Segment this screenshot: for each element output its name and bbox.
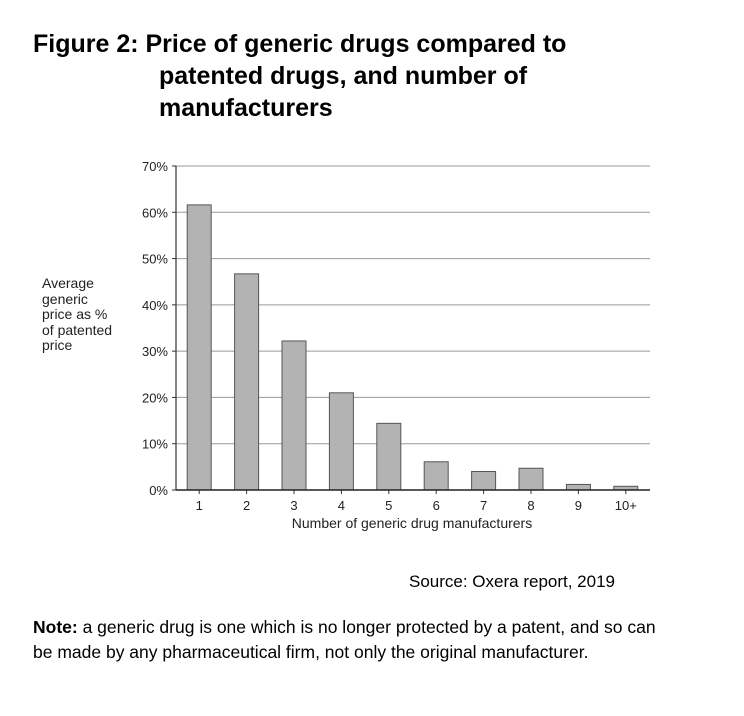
bar [376,422,402,491]
title-line-3: manufacturers [159,94,333,122]
bar [423,461,449,491]
y-tick-label: 20% [142,390,168,405]
x-tick-label: 7 [480,498,487,513]
title-line-2: patented drugs, and number of [159,62,528,90]
bar [234,273,260,491]
y-tick-label: 70% [142,159,168,174]
bar [186,204,212,491]
x-tick-label: 2 [243,498,250,513]
x-tick-label: 10+ [615,498,637,513]
x-axis-label: Number of generic drug manufacturers [292,515,532,531]
bar [518,467,544,491]
y-tick-label: 30% [142,344,168,359]
x-tick-label: 4 [338,498,345,513]
bar [328,392,354,491]
y-tick-label: 50% [142,252,168,267]
y-tick-label: 60% [142,205,168,220]
y-axis-label: Average generic price as % of patented p… [42,275,113,353]
source-text: Source: Oxera report, 2019 [409,572,616,591]
bar [471,470,497,491]
y-tick-label: 10% [142,437,168,452]
note-body: a generic drug is one which is no longer… [33,617,656,662]
figure-title: Figure 2: Price of generic drugs compare… [33,28,566,124]
y-tick-label: 40% [142,298,168,313]
x-tick-label: 6 [433,498,440,513]
x-tick-label: 3 [290,498,297,513]
bar [281,340,307,491]
x-tick-label: 5 [385,498,392,513]
x-tick-label: 8 [527,498,534,513]
x-tick-label: 1 [196,498,203,513]
y-tick-label: 0% [149,483,168,498]
bar-chart: 0% 10% 20% 30% 40% 50% 60% 70% 1 2 3 4 5 6 7 8 9 10+ Numbe… [142,159,650,531]
title-line-1: Figure 2: Price of generic drugs compare… [33,30,567,58]
note-label: Note: [33,617,78,637]
x-tick-label: 9 [575,498,582,513]
note-text: Note: a generic drug is one which is no … [33,615,673,665]
bar [565,483,591,491]
